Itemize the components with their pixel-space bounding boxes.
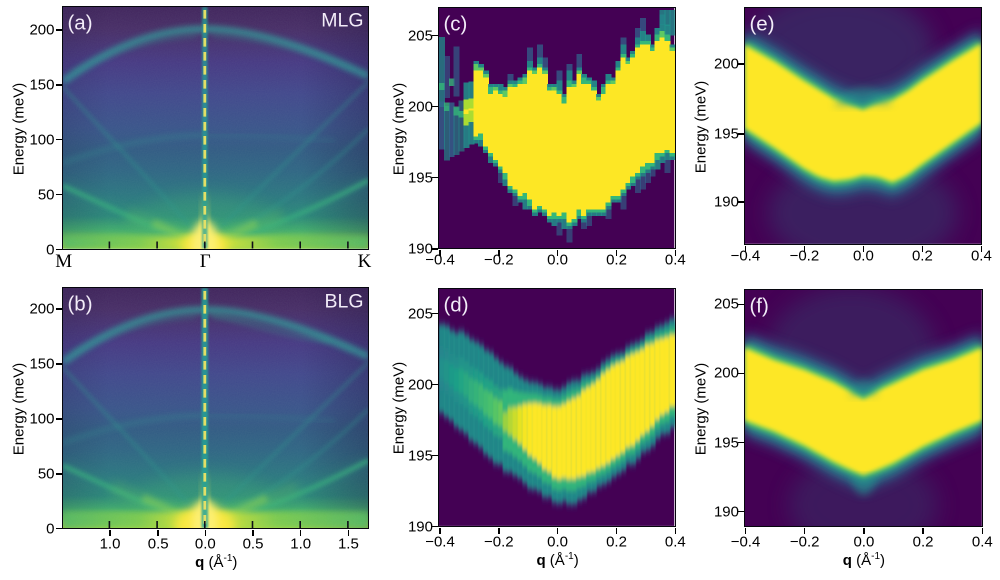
svg-text:(c): (c) — [444, 12, 468, 35]
svg-text:(d): (d) — [444, 294, 469, 317]
svg-text:BLG: BLG — [324, 291, 363, 313]
svg-text:(e): (e) — [749, 13, 774, 36]
svg-text:(f): (f) — [749, 294, 768, 317]
svg-text:(b): (b) — [67, 293, 92, 316]
svg-text:MLG: MLG — [321, 10, 363, 32]
svg-text:(a): (a) — [67, 12, 92, 35]
